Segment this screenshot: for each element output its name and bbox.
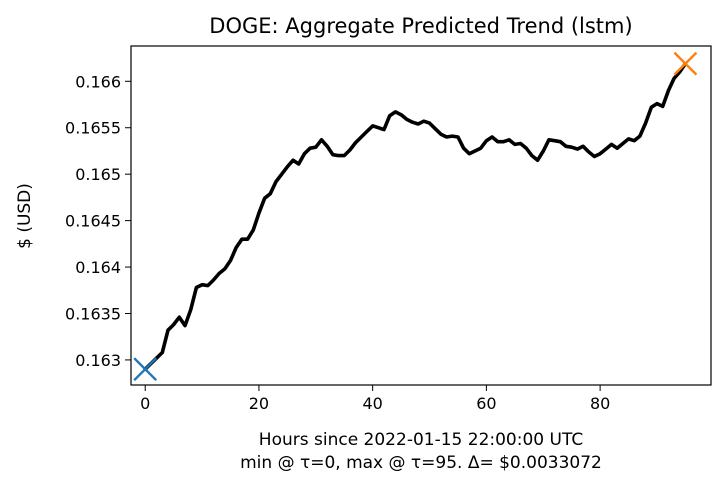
x-tick-label: 60 [476, 394, 496, 413]
y-tick-label: 0.1645 [65, 212, 121, 231]
x-tick-label: 0 [140, 394, 150, 413]
max-marker-stroke [673, 51, 698, 76]
y-tick-label: 0.163 [75, 351, 121, 370]
max-marker [673, 51, 698, 76]
y-tick-label: 0.1635 [65, 304, 121, 323]
x-axis-summary: min @ τ=0, max @ τ=95. Δ= $0.0033072 [240, 453, 602, 473]
x-tick-label: 80 [590, 394, 610, 413]
plot-area [133, 51, 698, 382]
y-tick-label: 0.1655 [65, 119, 121, 138]
y-tick-label: 0.165 [75, 165, 121, 184]
x-tick-label: 40 [362, 394, 382, 413]
y-tick-label: 0.166 [75, 72, 121, 91]
y-tick-label: 0.164 [75, 258, 121, 277]
chart-title: DOGE: Aggregate Predicted Trend (lstm) [209, 14, 632, 38]
x-tick-label: 20 [249, 394, 269, 413]
plot-frame [130, 45, 712, 386]
x-axis-label: Hours since 2022-01-15 22:00:00 UTC [259, 430, 583, 450]
min-marker-stroke [133, 357, 158, 382]
min-marker [133, 357, 158, 382]
y-axis: 0.163 0.1635 0.164 0.1645 0.165 0.1655 0.166 [65, 72, 131, 370]
x-axis: 0 20 40 60 80 [140, 385, 610, 413]
trend-line [143, 61, 688, 372]
y-axis-label: $ (USD) [15, 183, 35, 249]
